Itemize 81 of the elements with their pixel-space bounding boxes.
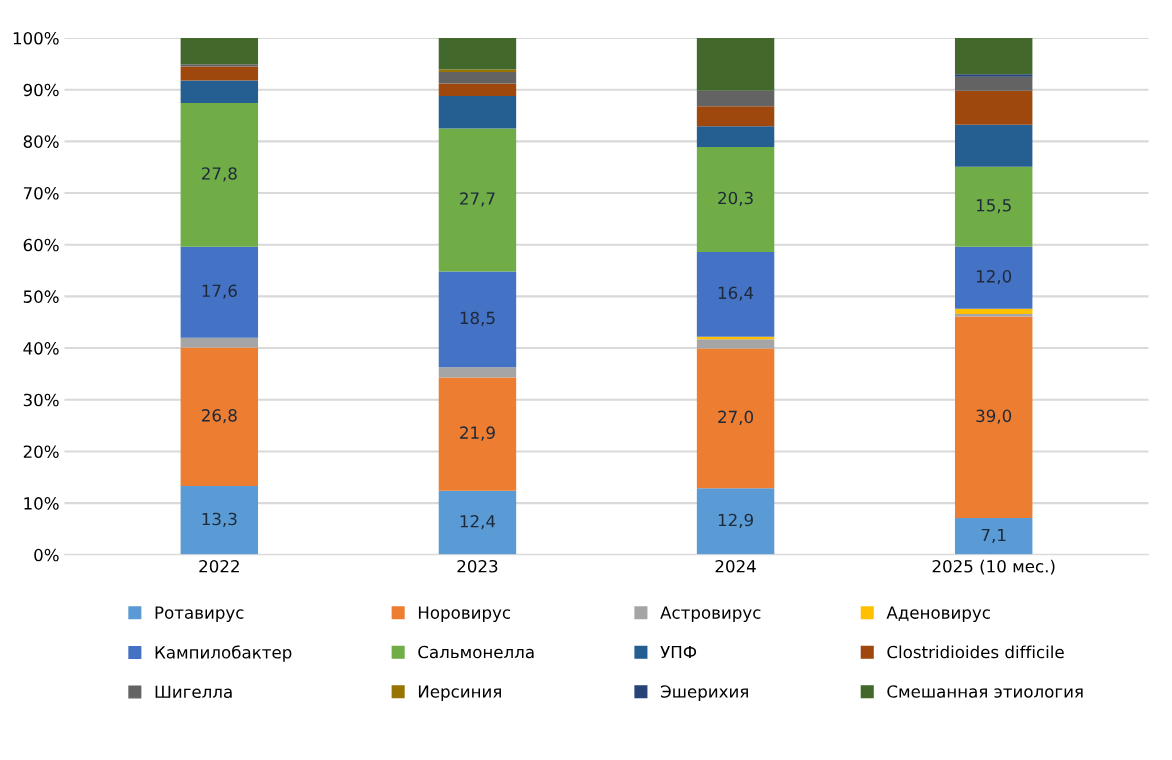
data-label: 18,5 <box>460 311 495 326</box>
data-label: 27,8 <box>202 167 237 182</box>
bar <box>438 72 517 84</box>
y-tick-label: 0% <box>34 548 59 562</box>
bar <box>438 38 517 70</box>
bar <box>180 246 259 338</box>
bar <box>954 76 1033 91</box>
data-label: 16,4 <box>718 286 754 301</box>
bar <box>696 90 775 107</box>
bar <box>696 348 775 489</box>
bar <box>696 339 775 349</box>
bar <box>954 316 1033 519</box>
bar <box>438 490 517 555</box>
bar <box>180 347 259 487</box>
y-tick-label: 40% <box>23 342 59 355</box>
bar <box>438 83 517 96</box>
bar <box>438 367 517 378</box>
bar <box>696 38 775 91</box>
legend-label: Иерсиния <box>418 685 501 702</box>
y-tick-label: 10% <box>24 497 59 510</box>
y-tick-label: 50% <box>23 290 59 303</box>
bar <box>180 38 259 65</box>
legend-label: Кампилобактер <box>155 645 292 662</box>
bar <box>180 486 259 555</box>
bar <box>954 313 1033 317</box>
bar <box>438 271 517 368</box>
bar <box>180 337 259 348</box>
bar <box>954 166 1033 247</box>
x-tick-label: 2023 <box>457 559 498 573</box>
bar <box>954 246 1033 309</box>
data-label: 27,7 <box>460 192 495 207</box>
bar <box>180 64 259 67</box>
legend-label: Норовирус <box>418 606 511 623</box>
data-label: 21,9 <box>460 426 495 441</box>
bar <box>180 103 259 247</box>
bar <box>438 377 517 491</box>
bar <box>696 251 775 337</box>
bar <box>180 80 259 104</box>
data-label: 26,8 <box>202 409 237 424</box>
y-tick-label: 30% <box>23 393 59 407</box>
bar <box>954 308 1033 314</box>
data-label: 20,3 <box>718 191 753 207</box>
bar <box>954 74 1033 77</box>
bar <box>954 518 1033 555</box>
bar <box>954 90 1033 125</box>
data-label: 13,3 <box>202 512 237 527</box>
y-tick-label: 20% <box>23 445 59 459</box>
y-tick-label: 60% <box>23 238 59 252</box>
y-tick-label: 100% <box>13 31 59 45</box>
legend-label: Шигелла <box>155 685 232 699</box>
bar <box>438 95 517 129</box>
legend-label: Clostridioides difficile <box>887 645 1064 659</box>
data-label: 12,9 <box>718 513 753 528</box>
bar <box>180 66 259 81</box>
data-label: 39,0 <box>976 409 1012 424</box>
bar <box>696 106 775 127</box>
legend-label: Смешанная этиология <box>887 685 1083 698</box>
legend-label: Астровирус <box>660 606 761 623</box>
bar <box>696 126 775 148</box>
bar <box>954 38 1033 75</box>
data-label: 27,0 <box>718 410 754 425</box>
x-tick-label: 2025 (10 мес.) <box>932 559 1055 575</box>
legend-label: Аденовирус <box>886 606 990 623</box>
data-label: 17,6 <box>202 284 237 299</box>
bar <box>954 124 1033 167</box>
data-label: 15,5 <box>976 199 1011 214</box>
bar <box>438 128 517 272</box>
legend-label: УПФ <box>660 645 697 659</box>
legend-label: Ротавирус <box>155 606 244 623</box>
bar <box>696 147 775 252</box>
x-tick-label: 2024 <box>715 559 756 573</box>
data-label: 12,4 <box>460 514 496 530</box>
y-tick-label: 80% <box>23 135 59 148</box>
y-tick-label: 90% <box>23 83 59 97</box>
legend-label: Эшерихия <box>660 685 748 702</box>
legend-label: Сальмонелла <box>418 645 534 659</box>
bar <box>696 488 775 555</box>
data-label: 7,1 <box>981 528 1006 543</box>
x-tick-label: 2022 <box>199 559 239 573</box>
y-tick-label: 70% <box>23 187 59 200</box>
data-label: 12,0 <box>976 270 1012 285</box>
